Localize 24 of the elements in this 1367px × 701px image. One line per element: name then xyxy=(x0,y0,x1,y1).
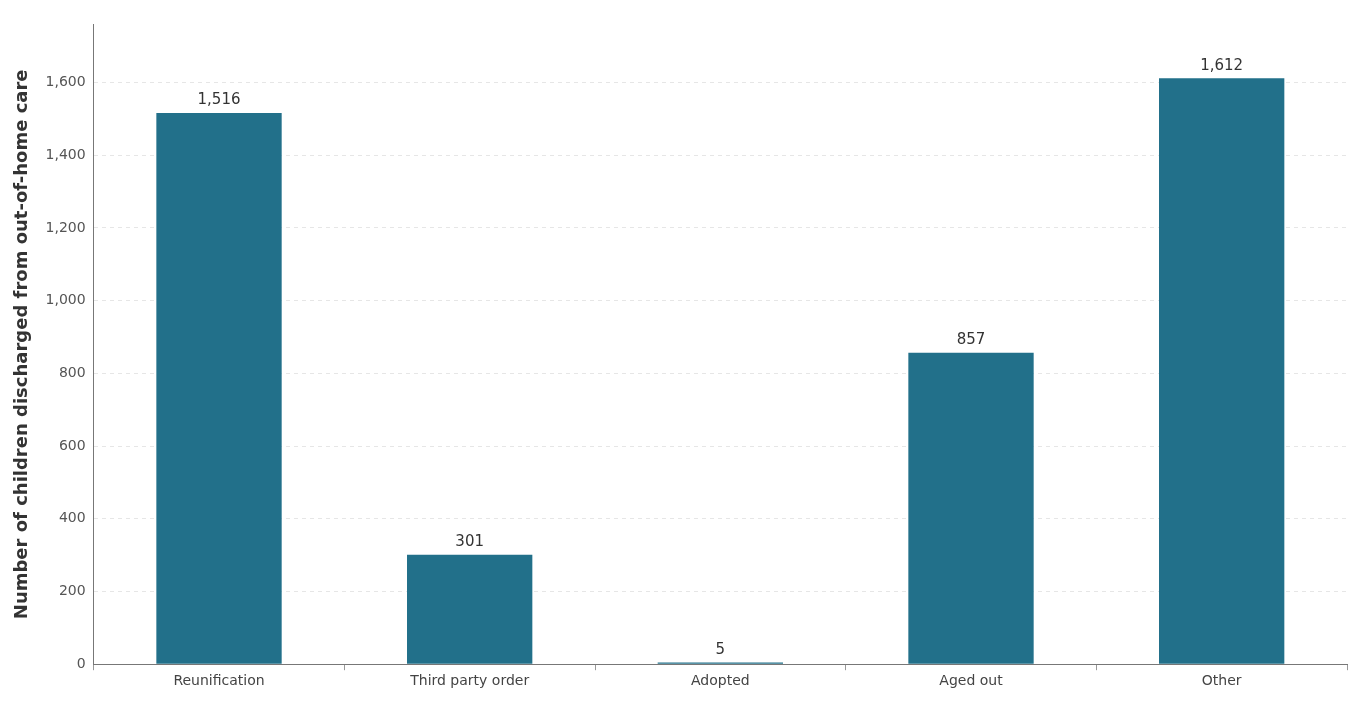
y-tick-label: 200 xyxy=(58,582,86,599)
x-tick-label: Reunification xyxy=(173,672,265,689)
x-tick-label: Other xyxy=(1201,672,1242,689)
y-tick-label: 1,400 xyxy=(45,145,86,162)
x-tick-label: Third party order xyxy=(409,672,530,689)
data-label: 857 xyxy=(956,330,986,349)
bar xyxy=(908,352,1034,664)
y-tick-label: 1,000 xyxy=(45,291,86,308)
data-label: 1,516 xyxy=(197,90,241,109)
data-label: 1,612 xyxy=(1200,55,1244,74)
bar xyxy=(156,113,282,664)
y-tick-label: 400 xyxy=(58,509,86,526)
x-tick-label: Adopted xyxy=(691,672,750,689)
y-tick-label: 800 xyxy=(58,364,86,381)
y-tick-label: 1,600 xyxy=(45,73,86,90)
x-tick-label: Aged out xyxy=(939,672,1004,689)
y-axis-title: Number of children discharged from out-of-home care xyxy=(10,69,32,620)
bar xyxy=(407,554,533,664)
y-tick-label: 600 xyxy=(58,436,86,453)
y-tick-label: 0 xyxy=(76,654,86,671)
data-label: 301 xyxy=(455,532,484,551)
y-tick-label: 1,200 xyxy=(45,218,86,235)
bar xyxy=(1159,78,1285,664)
data-label: 5 xyxy=(715,639,726,658)
